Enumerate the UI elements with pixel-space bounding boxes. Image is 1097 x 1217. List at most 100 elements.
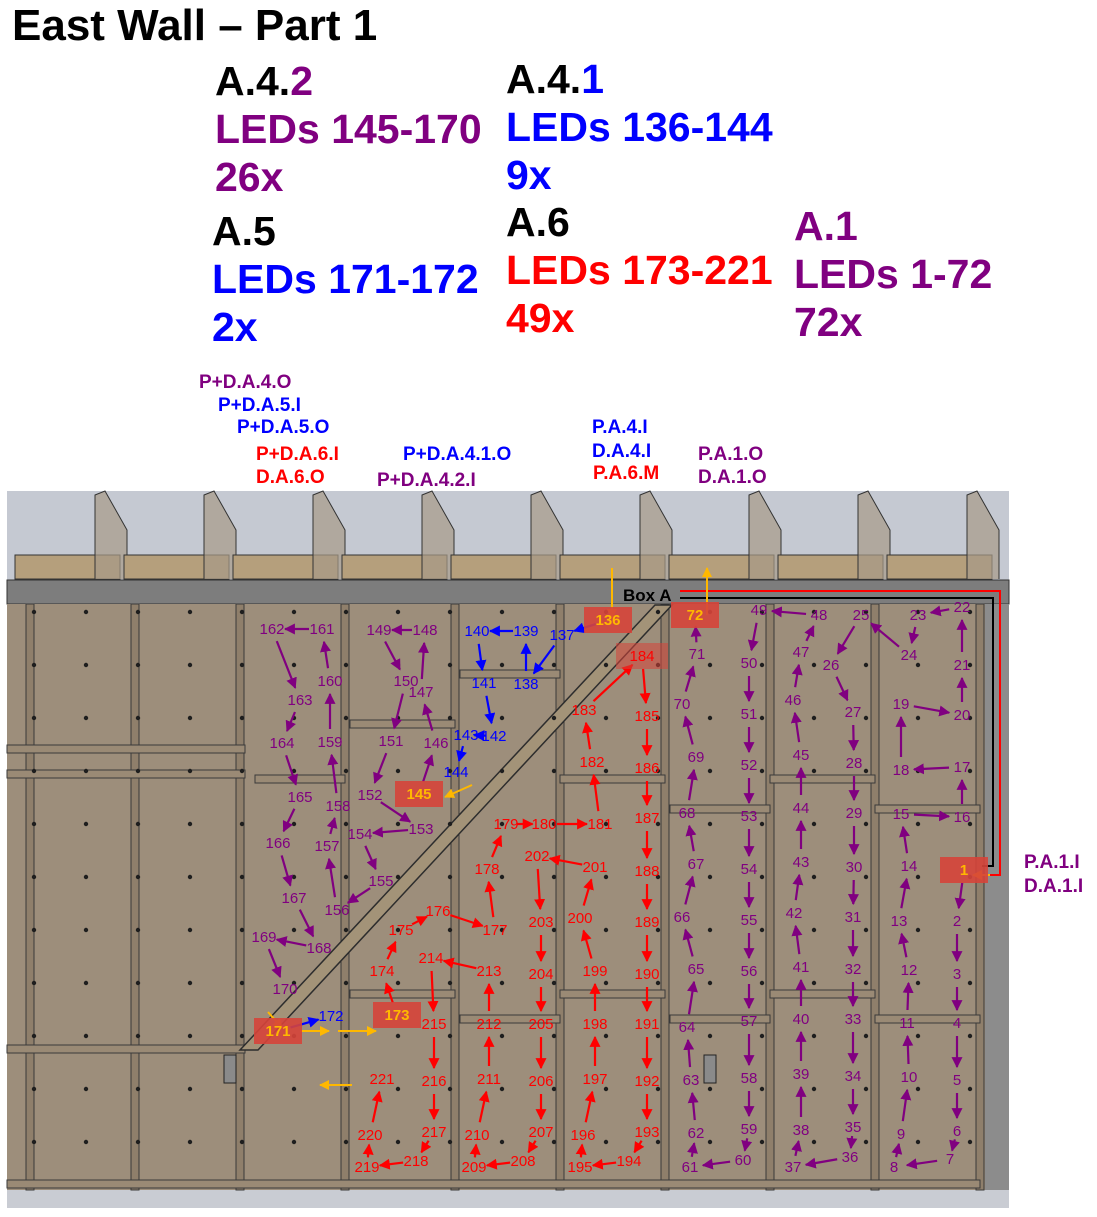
led-label: 32 bbox=[845, 961, 862, 978]
led-arrows bbox=[267, 567, 990, 1170]
bracket bbox=[203, 490, 237, 579]
led-label: 40 bbox=[793, 1011, 810, 1028]
led-label: 3 bbox=[953, 966, 961, 983]
hole bbox=[31, 980, 37, 986]
led-label: 41 bbox=[793, 959, 810, 976]
hole bbox=[863, 662, 869, 668]
section-id-A.5: A.5 bbox=[212, 208, 276, 254]
led-label: 9 bbox=[897, 1126, 905, 1143]
connector-labels: P+D.A.4.OP+D.A.5.IP+D.A.5.OP+D.A.6.ID.A.… bbox=[199, 372, 1083, 897]
led-arrow bbox=[899, 825, 910, 854]
hole bbox=[915, 927, 921, 933]
led-arrow bbox=[687, 980, 698, 1015]
connector-label: P+D.A.4.2.I bbox=[377, 470, 476, 491]
led-label: 180 bbox=[531, 816, 556, 833]
led-label: 215 bbox=[421, 1016, 446, 1033]
led-arrow bbox=[285, 711, 296, 733]
hole bbox=[499, 609, 505, 615]
section-id-suffix: 1 bbox=[581, 56, 604, 102]
led-arrow bbox=[484, 695, 496, 725]
hole bbox=[187, 1139, 193, 1145]
section-led-count: 9x bbox=[506, 152, 552, 198]
led-label: 209 bbox=[461, 1159, 486, 1176]
led-arrow bbox=[770, 606, 807, 618]
led-label: 161 bbox=[309, 621, 334, 638]
hole bbox=[135, 1033, 141, 1039]
led-arrow bbox=[320, 640, 331, 669]
section-led-count: 72x bbox=[794, 299, 863, 345]
hole bbox=[499, 874, 505, 880]
led-arrow bbox=[741, 1138, 753, 1152]
led-arrow bbox=[411, 915, 428, 927]
led-label: 158 bbox=[325, 798, 350, 815]
hole bbox=[551, 1139, 557, 1145]
stud bbox=[340, 603, 350, 1191]
led-arrow bbox=[527, 1140, 539, 1154]
rail bbox=[349, 719, 456, 729]
hole bbox=[811, 927, 817, 933]
led-arrow bbox=[346, 887, 371, 904]
hole bbox=[291, 874, 297, 880]
section-led-count: 2x bbox=[212, 304, 258, 350]
hole bbox=[499, 1086, 505, 1092]
hole bbox=[83, 1086, 89, 1092]
led-label: 137 bbox=[549, 627, 574, 644]
wall-panel bbox=[7, 604, 985, 1190]
led-label: 186 bbox=[634, 760, 659, 777]
led-arrow bbox=[371, 826, 409, 838]
hole bbox=[135, 1139, 141, 1145]
led-label: 174 bbox=[369, 963, 394, 980]
connector-label: P.A.1.O bbox=[698, 444, 763, 465]
hole bbox=[31, 1086, 37, 1092]
hole bbox=[551, 715, 557, 721]
hole bbox=[135, 662, 141, 668]
led-label-start: 72 bbox=[687, 607, 704, 624]
hole bbox=[187, 980, 193, 986]
led-arrow bbox=[442, 957, 477, 970]
hole bbox=[811, 715, 817, 721]
led-label: 36 bbox=[842, 1149, 859, 1166]
led-arrow bbox=[534, 868, 546, 911]
section-id-A.1: A.1 bbox=[794, 203, 858, 249]
led-arrow bbox=[469, 1143, 481, 1158]
led-label: 30 bbox=[846, 859, 863, 876]
hole bbox=[863, 821, 869, 827]
led-label: 6 bbox=[953, 1123, 961, 1140]
led-arrow bbox=[684, 665, 696, 692]
hole bbox=[395, 874, 401, 880]
hole bbox=[967, 609, 973, 615]
led-label: 14 bbox=[901, 858, 918, 875]
rail bbox=[874, 804, 981, 814]
led-label: 149 bbox=[366, 622, 391, 639]
led-arrow bbox=[391, 693, 404, 730]
led-highlight-box bbox=[584, 607, 632, 633]
led-label: 34 bbox=[845, 1068, 862, 1085]
led-label: 189 bbox=[634, 914, 659, 931]
led-label: 157 bbox=[314, 838, 339, 855]
led-label: 15 bbox=[893, 806, 910, 823]
led-arrow bbox=[373, 752, 388, 784]
led-arrow bbox=[791, 663, 803, 688]
led-arrow bbox=[954, 882, 966, 910]
led-arrow bbox=[575, 1143, 587, 1158]
led-label: 5 bbox=[953, 1072, 961, 1089]
hole bbox=[655, 821, 661, 827]
rail bbox=[559, 774, 666, 784]
connector-label: P+D.A.5.I bbox=[218, 395, 301, 416]
led-arrow bbox=[589, 773, 601, 812]
led-label-start: 173 bbox=[384, 1007, 409, 1024]
rail bbox=[769, 774, 876, 784]
led-label: 53 bbox=[741, 808, 758, 825]
section-id-prefix: A.4. bbox=[215, 58, 290, 104]
led-arrow bbox=[846, 1135, 858, 1150]
led-label: 196 bbox=[570, 1127, 595, 1144]
hole bbox=[239, 1033, 245, 1039]
led-label: 203 bbox=[528, 914, 553, 931]
hole bbox=[239, 609, 245, 615]
led-label: 43 bbox=[793, 854, 810, 871]
led-arrow bbox=[456, 745, 467, 762]
led-label: 221 bbox=[369, 1071, 394, 1088]
floor bbox=[7, 1190, 1009, 1208]
led-label: 28 bbox=[846, 755, 863, 772]
hole bbox=[135, 980, 141, 986]
